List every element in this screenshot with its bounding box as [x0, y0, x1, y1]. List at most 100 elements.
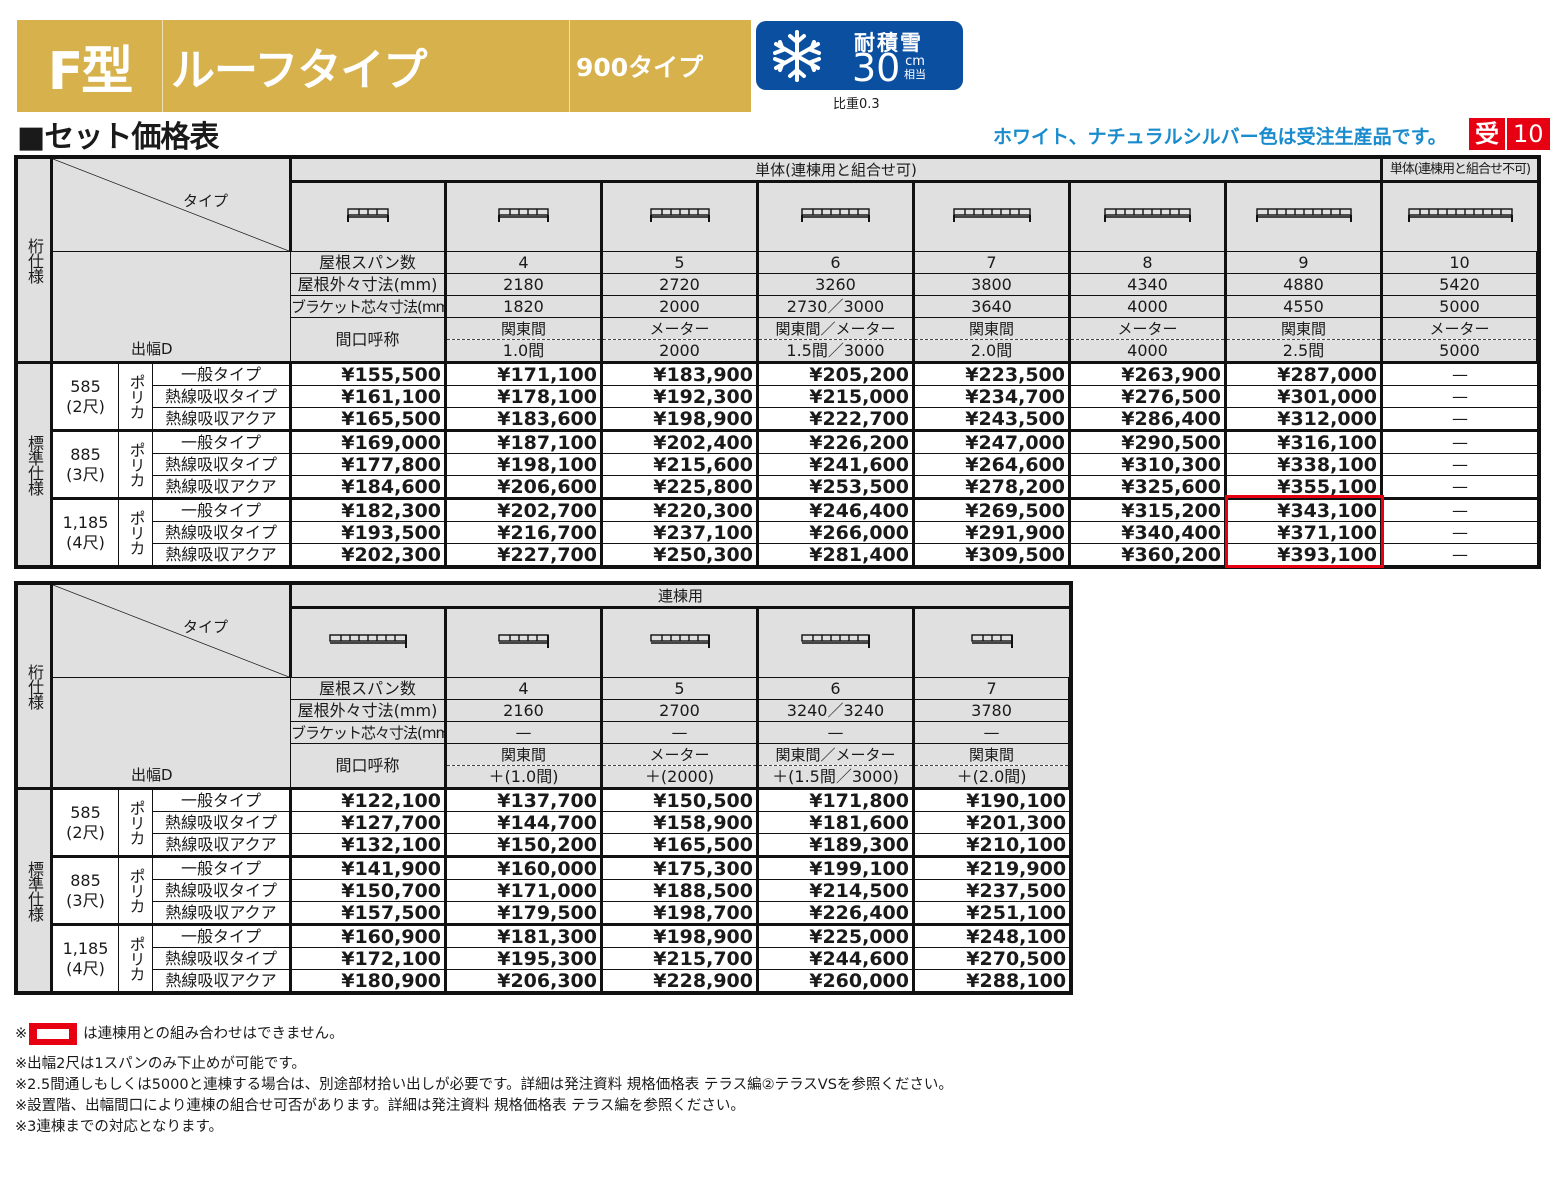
price-cell: ¥241,600 — [756, 453, 914, 476]
price-cell: ¥260,000 — [756, 969, 914, 992]
spec-cell: — — [600, 721, 758, 744]
frontage-name-top: 関東間／メーター — [756, 743, 914, 766]
price-cell: ¥202,300 — [290, 543, 446, 566]
price-cell: ¥251,100 — [911, 901, 1071, 925]
note-line: ※設置階、出幅間口により連棟の組合せ可否があります。詳細は発注資料 規格価格表 … — [15, 1098, 745, 1114]
panel-type: 一般タイプ — [152, 429, 292, 454]
frontage-name-top: メーター — [1068, 317, 1226, 340]
price-cell: ¥276,500 — [1068, 385, 1226, 408]
frontage-name-bottom: 5000 — [1380, 339, 1538, 363]
frontage-name-bottom: ＋(1.5間／3000) — [756, 765, 914, 789]
spec-cell: 3240／3240 — [756, 699, 914, 722]
price-cell: ¥182,300 — [290, 497, 446, 522]
panel-type: 熱線吸収アクア — [152, 901, 292, 925]
price-cell: ¥220,300 — [600, 497, 758, 522]
panel-type: 熱線吸収アクア — [152, 833, 292, 857]
panel-type: 一般タイプ — [152, 787, 292, 812]
row-label: 間口呼称 — [290, 317, 447, 363]
price-table-multi: 桁仕様 タイプ 連棟用出幅D屋根スパン数45678屋根外々寸法(mm)21602… — [13, 581, 1074, 995]
price-cell: ¥216,700 — [444, 521, 602, 544]
price-cell: ¥127,700 — [290, 811, 446, 834]
price-cell: ¥248,100 — [911, 923, 1071, 948]
price-cell: ¥169,000 — [290, 429, 446, 454]
table-row: 熱線吸収タイプ ¥172,100 ¥195,300 ¥215,700 ¥244,600 ¥… — [18, 947, 1071, 970]
price-cell: ¥190,100 — [911, 787, 1071, 812]
material-cell: ポリカ — [118, 787, 153, 857]
price-cell: ¥171,800 — [756, 787, 914, 812]
price-cell: ¥237,100 — [600, 521, 758, 544]
size-type-label: 900タイプ — [576, 53, 704, 82]
frontage-name-bottom: 4000 — [1068, 339, 1226, 363]
table-row: 標準仕様 585 (2尺) ポリカ 一般タイプ ¥155,500 ¥171,100 ¥183,… — [17, 361, 1538, 566]
spec-cell: 2700 — [600, 699, 758, 722]
header-corner: タイプ — [51, 158, 292, 252]
type-label: タイプ — [183, 192, 229, 210]
price-cell: ¥198,100 — [444, 453, 602, 476]
spec-cell: 5420 — [1380, 273, 1538, 296]
price-cell: ¥150,200 — [444, 833, 602, 857]
table-row: 熱線吸収アクア ¥132,100 ¥150,200 ¥165,500 ¥189,300 ¥… — [18, 833, 1071, 857]
roof-diagram-icon — [1104, 207, 1191, 222]
price-cell: ¥286,400 — [1068, 407, 1226, 431]
price-cell: ¥155,500 — [290, 361, 446, 386]
price-cell: ¥172,100 — [290, 947, 446, 970]
price-cell: ¥144,700 — [444, 811, 602, 834]
panel-type: 熱線吸収タイプ — [152, 453, 292, 476]
depth-cell: 885 (3尺) — [51, 429, 119, 499]
price-cell: ¥195,300 — [444, 947, 602, 970]
spec-cell: 7 — [911, 677, 1071, 700]
price-cell: ¥222,700 — [756, 407, 914, 431]
panel-type: 熱線吸収タイプ — [152, 811, 292, 834]
spec-cell: 2000 — [600, 295, 758, 318]
price-cell: ¥343,100 — [1224, 497, 1382, 522]
roof-diagram-icon — [971, 633, 1014, 648]
price-cell: ¥301,000 — [1224, 385, 1382, 408]
price-cell: ¥199,100 — [756, 855, 914, 880]
panel-type: 熱線吸収タイプ — [152, 879, 292, 902]
roof-diagram-icon — [329, 633, 407, 648]
spec-cell: 5000 — [1380, 295, 1538, 318]
table-row: 1,185 (4尺) ポリカ 一般タイプ ¥182,300 ¥202,700 ¥220,30… — [18, 497, 1538, 566]
column-group-header: 単体(連棟用と組合せ不可) — [1380, 158, 1538, 183]
model-label: F型 — [17, 20, 163, 112]
panel-type: 熱線吸収アクア — [152, 543, 292, 566]
frontage-name-bottom: 2.5間 — [1224, 339, 1382, 363]
price-cell: ¥198,900 — [600, 407, 758, 431]
roof-type-label: ルーフタイプ — [163, 20, 570, 112]
badge-number: 10 — [1507, 118, 1550, 150]
price-cell: ¥180,900 — [290, 969, 446, 992]
price-cell: ¥310,300 — [1068, 453, 1226, 476]
spec-cell: 6 — [756, 251, 914, 274]
note-line: ※3連棟までの対応となります。 — [15, 1119, 223, 1135]
snow-load-label: 耐積雪 — [854, 31, 923, 55]
price-cell: ¥198,700 — [600, 901, 758, 925]
panel-type: 一般タイプ — [152, 361, 292, 386]
price-cell: ¥253,500 — [756, 475, 914, 499]
spec-cell: — — [445, 721, 602, 744]
price-cell: ¥202,700 — [444, 497, 602, 522]
spec-cell: 5 — [600, 677, 758, 700]
price-cell: — — [1380, 407, 1538, 431]
made-to-order-badge: 受 10 — [1469, 118, 1550, 150]
spec-cell: 4550 — [1224, 295, 1382, 318]
price-cell: ¥226,400 — [756, 901, 914, 925]
price-cell: ¥157,500 — [290, 901, 446, 925]
column-group-header: 単体(連棟用と組合せ可) — [290, 158, 1382, 183]
legend-note: ※ は連棟用との組み合わせはできません。 — [15, 1023, 953, 1045]
price-cell: ¥290,500 — [1068, 429, 1226, 454]
frontage-name-top: メーター — [1380, 317, 1538, 340]
spec-cell: 2160 — [445, 699, 602, 722]
price-cell: ¥228,900 — [600, 969, 758, 992]
price-cell: ¥171,100 — [444, 361, 602, 386]
price-cell: — — [1380, 385, 1538, 408]
note-line: ※2.5間通しもしくは5000と連棟する場合は、別途部材拾い出しが必要です。詳細… — [15, 1077, 953, 1093]
price-cell: ¥171,000 — [444, 879, 602, 902]
spec-cell: 3260 — [756, 273, 914, 296]
price-cell: ¥177,800 — [290, 453, 446, 476]
price-cell: ¥192,300 — [600, 385, 758, 408]
badge-char: 受 — [1469, 118, 1505, 150]
made-to-order-notice: ホワイト、ナチュラルシルバー色は受注生産品です。 — [993, 126, 1447, 148]
price-cell: ¥312,000 — [1224, 407, 1382, 431]
price-cell: ¥244,600 — [756, 947, 914, 970]
panel-type: 熱線吸収タイプ — [152, 521, 292, 544]
